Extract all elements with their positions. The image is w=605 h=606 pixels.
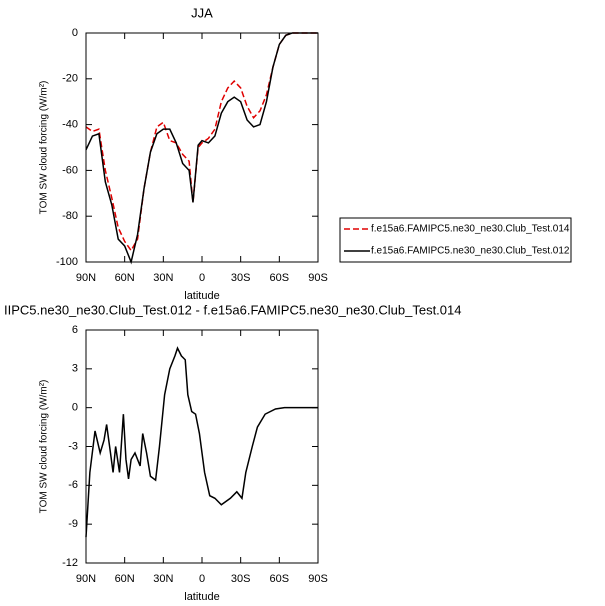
y-tick-label: 3	[72, 363, 78, 375]
x-tick-label: 30N	[153, 272, 173, 284]
y-tick-label: -80	[62, 210, 78, 222]
x-tick-label: 60S	[270, 573, 290, 585]
y-tick-label: -3	[68, 440, 78, 452]
x-tick-label: 60N	[115, 573, 135, 585]
y-tick-label: -6	[68, 479, 78, 491]
x-axis-label: latitude	[184, 290, 219, 302]
chart-title: JJA	[191, 5, 213, 20]
legend-label: f.e15a6.FAMIPC5.ne30_ne30.Club_Test.012	[371, 246, 570, 257]
y-tick-label: 0	[72, 27, 78, 39]
series-line	[85, 346, 318, 538]
series-line	[85, 32, 318, 252]
x-tick-label: 90N	[76, 573, 96, 585]
x-tick-label: 60S	[270, 272, 290, 284]
x-tick-label: 0	[199, 272, 205, 284]
legend-label: f.e15a6.FAMIPC5.ne30_ne30.Club_Test.014	[371, 224, 570, 235]
x-tick-label: 30N	[153, 573, 173, 585]
x-tick-label: 30S	[231, 272, 251, 284]
y-tick-label: 6	[72, 324, 78, 336]
x-tick-label: 90S	[308, 272, 328, 284]
plot-frame	[85, 329, 319, 564]
plot-frame	[85, 32, 319, 263]
legend-box	[339, 217, 572, 263]
y-tick-label: -100	[56, 256, 78, 268]
x-tick-label: 0	[199, 573, 205, 585]
chart-title: IIPC5.ne30_ne30.Club_Test.012 - f.e15a6.…	[4, 302, 461, 317]
y-axis-label: TOM SW cloud forcing (W/m²)	[39, 81, 50, 215]
y-tick-label: -20	[62, 73, 78, 85]
x-tick-label: 90N	[76, 272, 96, 284]
y-tick-label: 0	[72, 402, 78, 414]
x-axis-label: latitude	[184, 591, 219, 603]
y-axis-label: TOM SW cloud forcing (W/m²)	[39, 380, 50, 514]
y-tick-label: -9	[68, 518, 78, 530]
x-tick-label: 60N	[115, 272, 135, 284]
x-tick-label: 90S	[308, 573, 328, 585]
y-tick-label: -60	[62, 164, 78, 176]
x-tick-label: 30S	[231, 573, 251, 585]
y-tick-label: -40	[62, 119, 78, 131]
series-line	[85, 32, 318, 265]
y-tick-label: -12	[62, 557, 78, 569]
